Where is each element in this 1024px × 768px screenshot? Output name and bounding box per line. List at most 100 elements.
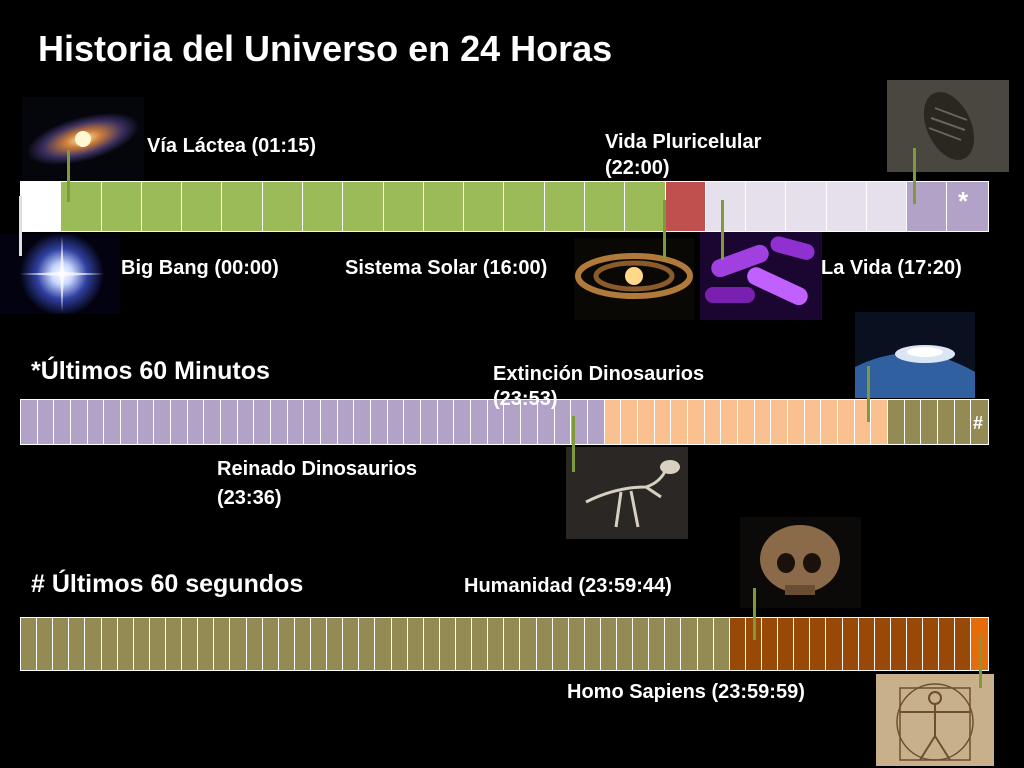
timeline-cell-before-dinosaurs [221, 400, 238, 444]
multicellular-connector [913, 148, 916, 204]
timeline-cell-before-dinosaurs [454, 400, 472, 444]
humanidad-label: Humanidad (23:59:44) [464, 575, 672, 597]
timeline-cell-before-dinosaurs [104, 400, 122, 444]
timeline-cell-after-extinction [937, 400, 955, 444]
timeline-cell-dinosaur-reign [804, 400, 822, 444]
timeline-cell-milky-way-period [262, 182, 303, 231]
timeline-cell-before-humanity [617, 618, 634, 670]
timeline-cell-before-humanity [198, 618, 215, 670]
timeline-cell-before-humanity [472, 618, 489, 670]
timeline-cell-before-humanity [504, 618, 521, 670]
bacteria-image [700, 232, 822, 320]
dinosaur-reign-connector [572, 416, 575, 472]
timeline-cell-before-dinosaurs [554, 400, 572, 444]
timeline-cell-before-humanity [278, 618, 295, 670]
timeline-cell-before-humanity [21, 618, 38, 670]
timeline-cell-before-dinosaurs [354, 400, 372, 444]
timeline-cell-dinosaur-reign [754, 400, 772, 444]
big-bang-connector [19, 196, 22, 256]
timeline-cell-humanity-period [955, 618, 972, 670]
timeline-cell-after-extinction [921, 400, 938, 444]
timeline-cell-dinosaur-reign [671, 400, 688, 444]
timeline-cell-milky-way-period [302, 182, 344, 231]
timeline-cell-dinosaur-reign [621, 400, 638, 444]
la-vida-label: La Vida (17:20) [821, 257, 962, 279]
timeline-cell-dinosaur-reign [654, 400, 672, 444]
timeline-cell-life-period [826, 182, 867, 231]
timeline-cell-humanity-period [794, 618, 811, 670]
timeline-cell-before-humanity [681, 618, 698, 670]
ultimos-minutos-heading: *Últimos 60 Minutos [31, 357, 270, 385]
timeline-cell-milky-way-period [101, 182, 142, 231]
timeline-cell-before-dinosaurs [37, 400, 55, 444]
timeline-cell-before-humanity [536, 618, 553, 670]
timeline-60-seconds [20, 617, 989, 671]
timeline-cell-before-humanity [343, 618, 360, 670]
timeline-cell-milky-way-period [544, 182, 585, 231]
timeline-cell-before-dinosaurs [321, 400, 338, 444]
timeline-cell-before-humanity [488, 618, 505, 670]
timeline-cell-life-period [746, 182, 787, 231]
timeline-cell-dinosaur-reign [787, 400, 805, 444]
extincion-time: (23:53) [493, 388, 558, 410]
timeline-cell-before-dinosaurs [187, 400, 205, 444]
timeline-cell-before-humanity [165, 618, 183, 670]
timeline-cell-before-humanity [697, 618, 714, 670]
timeline-cell-humanity-period [923, 618, 940, 670]
timeline-cell-dinosaur-reign [604, 400, 622, 444]
timeline-cell-before-humanity [69, 618, 86, 670]
timeline-cell-dinosaur-reign [721, 400, 738, 444]
homo-sapiens-connector [979, 636, 982, 688]
trilobite-fossil-image [887, 80, 1009, 172]
timeline-cell-before-dinosaurs [121, 400, 138, 444]
timeline-cell-before-humanity [552, 618, 569, 670]
timeline-cell-milky-way-period [464, 182, 505, 231]
timeline-cell-before-humanity [182, 618, 199, 670]
timeline-24-hours [20, 181, 989, 232]
timeline-cell-before-dinosaurs [437, 400, 455, 444]
timeline-cell-milky-way-period [141, 182, 183, 231]
timeline-cell-before-humanity [600, 618, 618, 670]
timeline-cell-before-humanity [665, 618, 682, 670]
timeline-cell-dinosaur-reign [737, 400, 755, 444]
galaxy-image [22, 97, 144, 181]
timeline-cell-dinosaur-reign [687, 400, 705, 444]
milky-way-connector [67, 150, 70, 202]
timeline-cell-humanity-period [939, 618, 956, 670]
asteroid-impact-image [855, 312, 975, 398]
timeline-cell-humanity-period [907, 618, 924, 670]
timeline-cell-before-humanity [584, 618, 601, 670]
timeline-cell-dinosaur-reign [704, 400, 722, 444]
via-lactea-label: Vía Láctea (01:15) [147, 135, 316, 157]
timeline-cell-before-dinosaurs [371, 400, 388, 444]
timeline-cell-before-humanity [294, 618, 311, 670]
timeline-cell-before-humanity [633, 618, 650, 670]
timeline-cell-before-dinosaurs [304, 400, 322, 444]
timeline-cell-dinosaur-reign [771, 400, 788, 444]
timeline-cell-before-dinosaurs [271, 400, 288, 444]
timeline-cell-humanity-period [745, 618, 763, 670]
timeline-cell-before-humanity [359, 618, 376, 670]
timeline-cell-before-humanity [230, 618, 247, 670]
timeline-cell-after-extinction [904, 400, 922, 444]
star-marker: * [958, 186, 969, 216]
timeline-cell-before-dinosaurs [204, 400, 222, 444]
timeline-cell-before-dinosaurs [154, 400, 172, 444]
timeline-cell-before-dinosaurs [487, 400, 505, 444]
timeline-cell-before-dinosaurs [337, 400, 355, 444]
timeline-cell-before-humanity [149, 618, 166, 670]
big-bang-image [0, 234, 120, 314]
timeline-cell-before-dinosaurs [587, 400, 605, 444]
timeline-cell-dinosaur-reign [837, 400, 855, 444]
timeline-cell-humanity-period [874, 618, 891, 670]
timeline-cell-before-humanity [133, 618, 150, 670]
page-title: Historia del Universo en 24 Horas [38, 28, 613, 69]
timeline-cell-before-humanity [713, 618, 730, 670]
timeline-cell-before-milky-way [21, 182, 62, 231]
timeline-cell-milky-way-period [423, 182, 465, 231]
timeline-cell-before-humanity [391, 618, 408, 670]
timeline-cell-before-humanity [101, 618, 118, 670]
timeline-cell-milky-way-period [383, 182, 424, 231]
timeline-cell-dinosaur-reign [637, 400, 655, 444]
timeline-cell-life-period [705, 182, 747, 231]
